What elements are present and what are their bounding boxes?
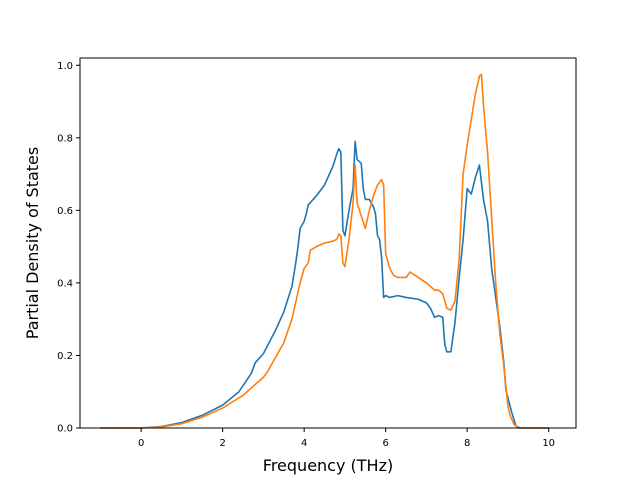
x-axis-label: Frequency (THz) <box>263 456 393 475</box>
plot-frame <box>79 57 577 429</box>
x-tick-label: 10 <box>542 438 555 449</box>
y-tick-label: 0.6 <box>57 206 73 217</box>
y-tick-label: 0.0 <box>57 424 73 435</box>
x-tick-label: 6 <box>382 438 388 449</box>
x-tick-label: 8 <box>464 438 470 449</box>
x-tick-label: 4 <box>301 438 307 449</box>
series-line-1 <box>100 140 549 429</box>
y-tick-label: 0.2 <box>57 351 73 362</box>
y-axis-label: Partial Density of States <box>23 147 42 339</box>
x-tick-label: 0 <box>138 438 144 449</box>
series-line-2 <box>100 73 549 429</box>
x-axis: 0 2 4 6 8 10 <box>138 428 555 449</box>
x-tick-label: 2 <box>219 438 225 449</box>
y-axis: 0.0 0.2 0.4 0.6 0.8 1.0 <box>57 61 80 435</box>
y-tick-label: 0.4 <box>57 278 73 289</box>
y-tick-label: 1.0 <box>57 61 73 72</box>
y-tick-label: 0.8 <box>57 133 73 144</box>
series-layer <box>100 73 549 429</box>
